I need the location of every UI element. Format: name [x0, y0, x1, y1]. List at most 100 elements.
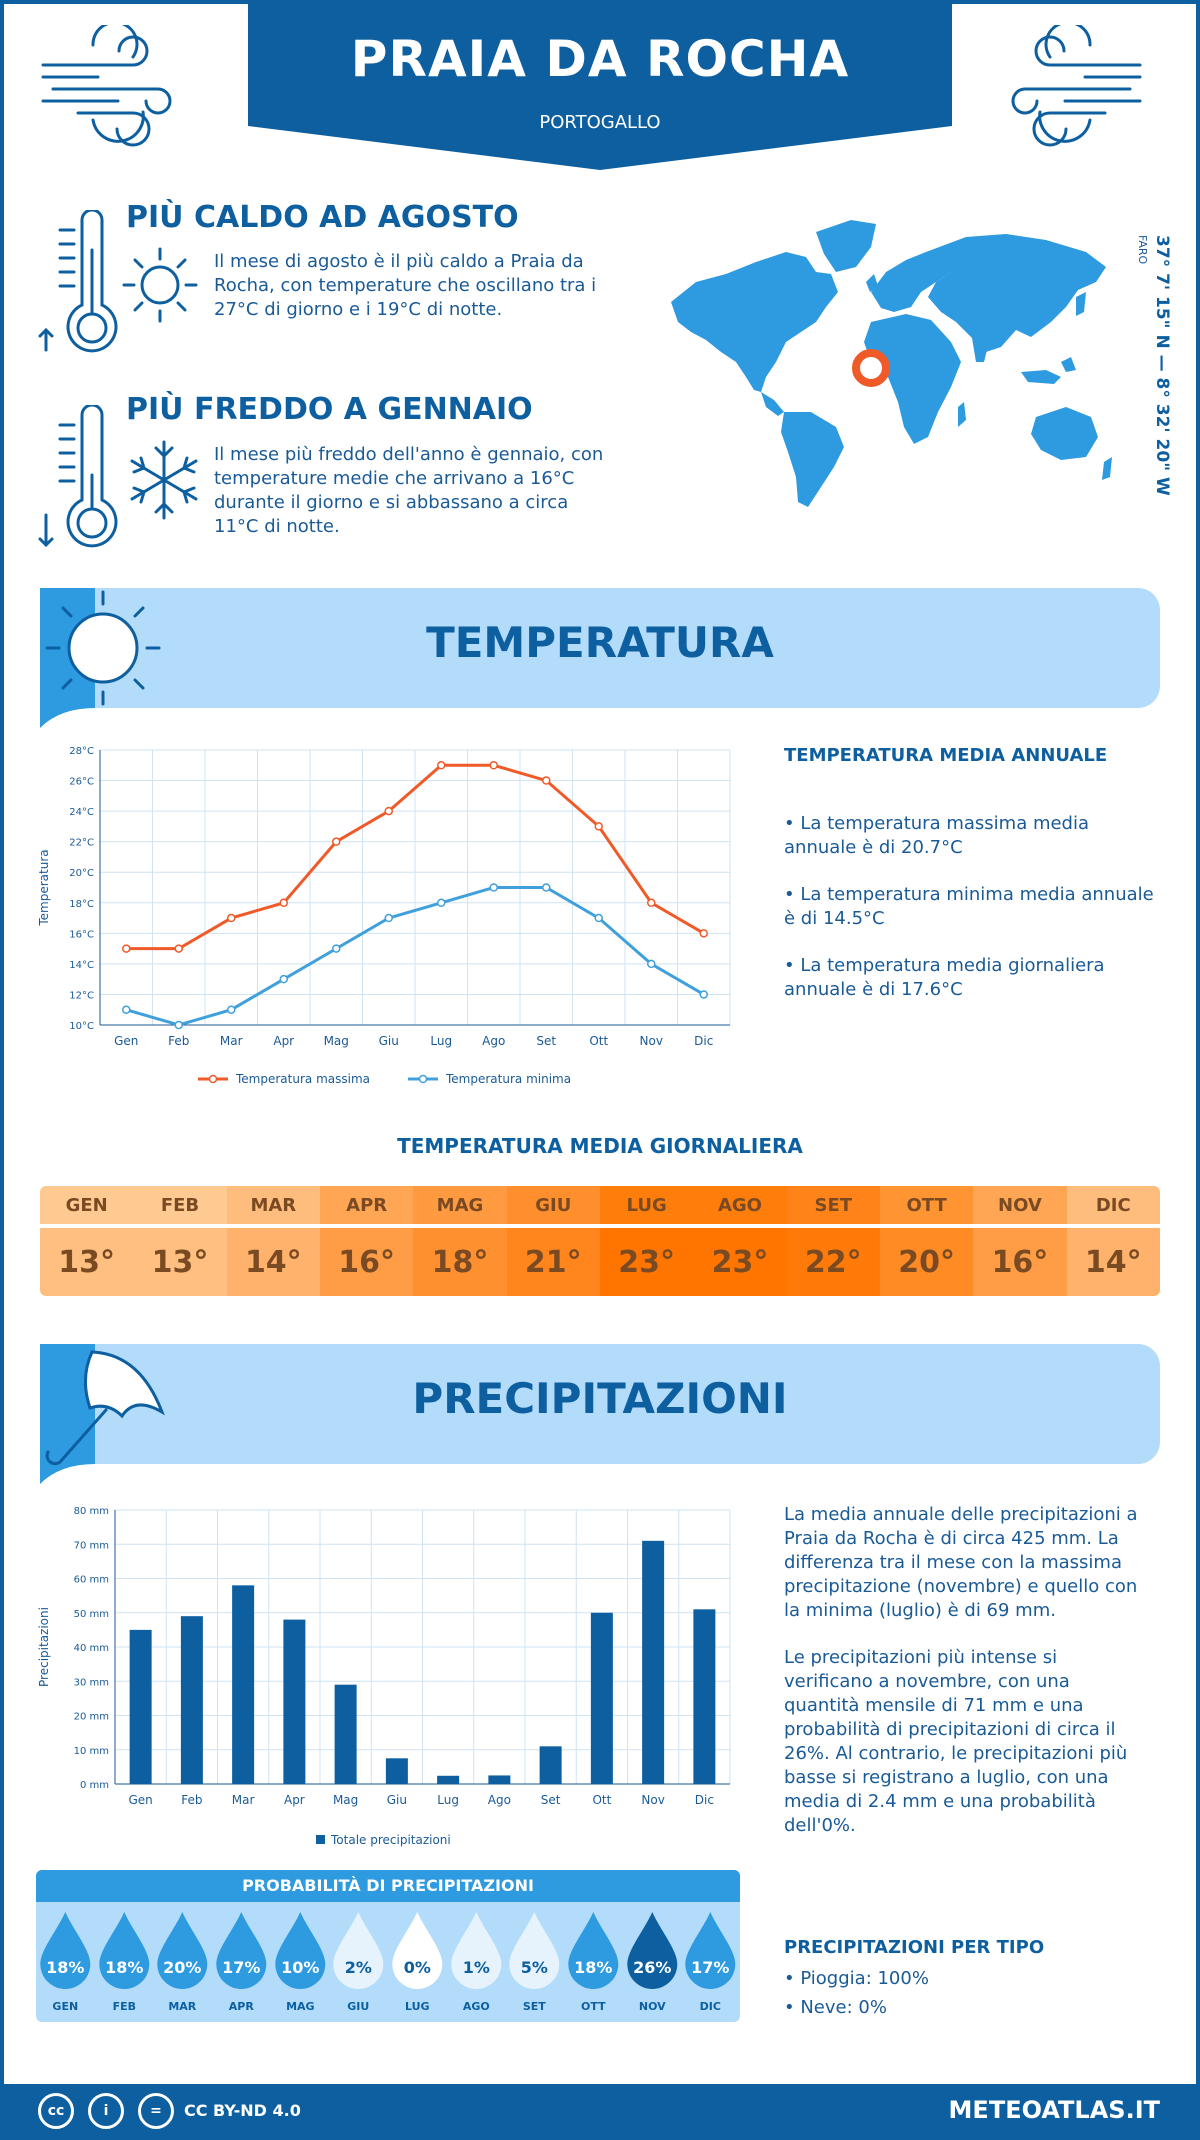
umbrella-icon [40, 1344, 165, 1484]
data-point [384, 806, 393, 816]
x-tick-label: Nov [640, 1034, 663, 1048]
precip-bar [129, 1629, 152, 1784]
raindrop-icon [216, 1912, 267, 1990]
precip-type-heading: PRECIPITAZIONI PER TIPO [784, 1937, 1045, 1958]
x-tick-label: Gen [114, 1034, 138, 1048]
y-tick-label: 26°C [69, 777, 94, 788]
data-point [437, 761, 446, 770]
precip-probability-value: 18% [46, 1958, 84, 1977]
page-subtitle-country: PORTOGALLO [539, 112, 661, 133]
data-point [542, 776, 551, 785]
cc-license-icon[interactable]: cc [38, 2093, 74, 2129]
raindrop-icon [333, 1912, 384, 1990]
y-tick-label: 10 mm [74, 1746, 109, 1757]
precip-probability-value: 17% [222, 1958, 260, 1977]
precip-type-rain: • Pioggia: 100% [784, 1968, 929, 1989]
x-tick-label: Lug [437, 1793, 459, 1807]
precip-probability-month: NOV [639, 2000, 666, 2013]
x-tick-label: Mag [333, 1793, 358, 1807]
raindrop-icon [157, 1912, 208, 1990]
hottest-title: PIÙ CALDO AD AGOSTO [126, 200, 519, 235]
daily-temp-month: GEN [40, 1186, 134, 1224]
precip-probability-month: GIU [348, 2000, 370, 2013]
daily-temp-month: DIC [1066, 1186, 1160, 1224]
x-tick-label: Apr [273, 1034, 294, 1048]
precip-probability-item: 10% MAG [274, 1912, 325, 2013]
precipitation-section-title: PRECIPITAZIONI [412, 1374, 788, 1423]
coldest-title: PIÙ FREDDO A GENNAIO [126, 392, 533, 427]
precip-bar [642, 1540, 665, 1784]
daily-temp-value: 13° [133, 1228, 227, 1296]
daily-temp-cell: AGO 23° [693, 1186, 787, 1296]
data-point [437, 898, 446, 908]
sun-icon [122, 247, 198, 323]
data-point [647, 959, 656, 969]
annual-temp-bullet-mean: • La temperatura media giornaliera annua… [784, 955, 1105, 1000]
region-container: FARO [1136, 235, 1156, 285]
x-tick-label: Apr [284, 1793, 305, 1807]
thermometer-hot-icon [38, 210, 118, 353]
y-axis-label: Precipitazioni [37, 1607, 51, 1687]
legend-label: Temperatura minima [445, 1072, 571, 1086]
y-tick-label: 22°C [69, 838, 94, 849]
precip-probability-month: DIC [700, 2000, 721, 2013]
daily-temp-value: 14° [1066, 1228, 1160, 1296]
x-tick-label: Ott [592, 1793, 611, 1807]
raindrop-icon [626, 1912, 677, 1990]
precip-probability-value: 2% [345, 1958, 372, 1977]
legend-swatch [316, 1835, 325, 1844]
precip-bar [437, 1775, 460, 1784]
raindrop-icon [40, 1912, 91, 1990]
precip-probability-value: 0% [404, 1958, 431, 1977]
precip-probability-item: 1% AGO [450, 1912, 501, 2013]
precip-probability-item: 20% MAR [157, 1912, 208, 2013]
precip-bar [180, 1616, 203, 1784]
temperature-section-title: TEMPERATURA [426, 618, 774, 667]
precip-probability-value: 10% [281, 1958, 319, 1977]
data-point [489, 761, 498, 770]
y-tick-label: 60 mm [74, 1575, 109, 1586]
precip-probability-month: MAG [286, 2000, 314, 2013]
raindrop-icon [509, 1912, 560, 1990]
daily-temp-table: GEN 13° FEB 13° MAR 14° APR 16° MAG 18° GIU 21° LUG 2… [40, 1186, 1160, 1296]
x-tick-label: Dic [694, 1034, 713, 1048]
y-tick-label: 28°C [69, 746, 94, 757]
temperature-sun-icon [40, 588, 161, 728]
daily-temp-cell: NOV 16° [973, 1186, 1067, 1296]
precip-paragraph-1: La media annuale delle precipitazioni a … [784, 1504, 1138, 1621]
temperature-section-band [40, 588, 1160, 708]
location-marker-icon [852, 349, 890, 387]
footer-site-link[interactable]: METEOATLAS.IT [948, 2096, 1160, 2124]
daily-temp-value: 16° [319, 1228, 414, 1296]
daily-temp-cell: OTT 20° [879, 1186, 974, 1296]
y-tick-label: 14°C [69, 960, 94, 971]
x-tick-label: Mar [232, 1793, 255, 1807]
precip-probability-month: LUG [405, 2000, 430, 2013]
daily-temp-cell: SET 22° [786, 1186, 880, 1296]
precip-bar [385, 1758, 408, 1784]
wind-icon-right [1011, 25, 1142, 147]
data-point [227, 913, 236, 923]
y-tick-label: 16°C [69, 929, 94, 940]
daily-temp-value: 14° [226, 1228, 320, 1296]
data-point [489, 883, 498, 892]
raindrop-icon [392, 1912, 443, 1990]
data-point [122, 944, 131, 953]
precip-probability-item: 17% DIC [685, 1912, 736, 2013]
daily-temp-month: SET [786, 1186, 880, 1224]
no-derivatives-icon[interactable]: = [138, 2093, 174, 2129]
daily-temp-value: 20° [879, 1228, 974, 1296]
precip-probability-month: GEN [52, 2000, 78, 2013]
y-tick-label: 30 mm [74, 1677, 109, 1688]
daily-temp-cell: DIC 14° [1066, 1186, 1160, 1296]
raindrop-icon [568, 1912, 619, 1990]
attribution-icon[interactable]: i [88, 2093, 124, 2129]
footer-license[interactable]: CC BY-ND 4.0 [184, 2101, 301, 2120]
annual-temp-bullet-min: • La temperatura minima media annuale è … [784, 884, 1154, 929]
precip-bar [334, 1684, 357, 1784]
daily-temp-month: GIU [506, 1186, 600, 1224]
daily-temp-month: FEB [133, 1186, 227, 1224]
precip-probability-value: 17% [691, 1958, 729, 1977]
precip-probability-item: 18% GEN [40, 1912, 91, 2013]
precip-probability-month: APR [229, 2000, 255, 2013]
